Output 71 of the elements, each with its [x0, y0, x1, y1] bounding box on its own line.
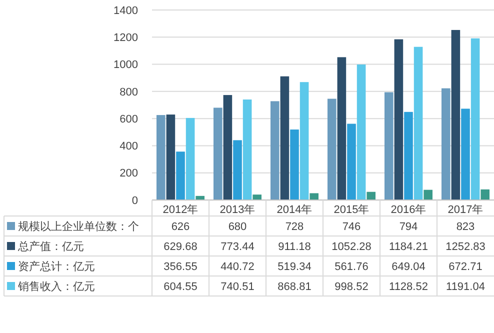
y-tick-label: 200 [120, 168, 138, 180]
legend-label: 规模以上企业单位数：个 [18, 220, 139, 233]
data-label: 356.55 [164, 260, 198, 273]
bar [461, 108, 470, 200]
x-tick-label: 2015年 [334, 204, 370, 216]
data-label: 911.18 [278, 240, 311, 253]
y-tick-label: 1400 [114, 4, 138, 17]
bar [166, 114, 176, 200]
bar [242, 100, 252, 200]
bar [310, 193, 319, 200]
bar [327, 98, 336, 200]
bar [404, 112, 413, 200]
x-tick-label: 2017年 [448, 204, 484, 216]
bar [300, 82, 309, 200]
legend-label: 总产值：亿元 [17, 240, 84, 253]
data-label: 440.72 [220, 260, 254, 273]
y-tick-label: 600 [120, 113, 138, 126]
bar [394, 39, 404, 200]
y-tick-label: 1200 [114, 32, 138, 44]
bar [480, 189, 490, 200]
data-label: 626 [171, 220, 190, 233]
data-label: 746 [342, 220, 361, 233]
data-label: 773.44 [220, 240, 254, 253]
bar [347, 124, 356, 200]
bar [356, 64, 366, 200]
bar [280, 76, 290, 200]
bar [176, 152, 185, 200]
data-label: 519.34 [278, 260, 312, 273]
data-label: 604.55 [164, 280, 198, 293]
bar [156, 115, 166, 200]
legend-label: 销售收入：亿元 [17, 280, 95, 293]
bar [223, 95, 232, 200]
data-label: 823 [456, 220, 475, 233]
bar [290, 130, 299, 200]
data-label: 1191.04 [446, 280, 485, 293]
bar [186, 118, 195, 200]
legend-label: 资产总计：亿元 [18, 260, 95, 273]
bar [384, 92, 394, 200]
data-label: 629.68 [164, 240, 198, 253]
data-label: 1128.52 [389, 280, 428, 293]
data-label: 672.71 [448, 260, 482, 273]
y-tick-label: 0 [132, 194, 138, 207]
bar [213, 108, 222, 200]
x-tick-label: 2014年 [276, 204, 312, 216]
bar [414, 46, 423, 200]
bar [451, 30, 460, 200]
data-label: 1052.28 [332, 240, 372, 253]
bar [270, 101, 280, 200]
data-label: 680 [228, 220, 247, 233]
data-label: 1184.21 [389, 240, 428, 253]
x-tick-label: 2013年 [220, 204, 256, 216]
x-tick-label: 2012年 [162, 204, 198, 216]
bar [233, 140, 242, 200]
bar [337, 57, 346, 200]
data-label: 1252.83 [446, 240, 486, 253]
y-tick-label: 400 [120, 140, 138, 153]
bar [441, 88, 450, 200]
bar [470, 38, 480, 200]
y-tick-label: 1000 [114, 59, 138, 72]
data-label: 561.76 [334, 260, 368, 273]
data-label: 868.81 [278, 280, 312, 293]
data-label: 998.52 [334, 280, 368, 293]
bar [252, 194, 262, 200]
bar [366, 192, 376, 200]
data-label: 649.04 [392, 260, 426, 273]
y-tick-label: 800 [120, 86, 138, 98]
data-label: 728 [285, 220, 304, 233]
data-label: 740.51 [220, 280, 254, 293]
bar [424, 190, 433, 200]
data-label: 794 [399, 220, 418, 233]
x-tick-label: 2016年 [390, 204, 426, 216]
